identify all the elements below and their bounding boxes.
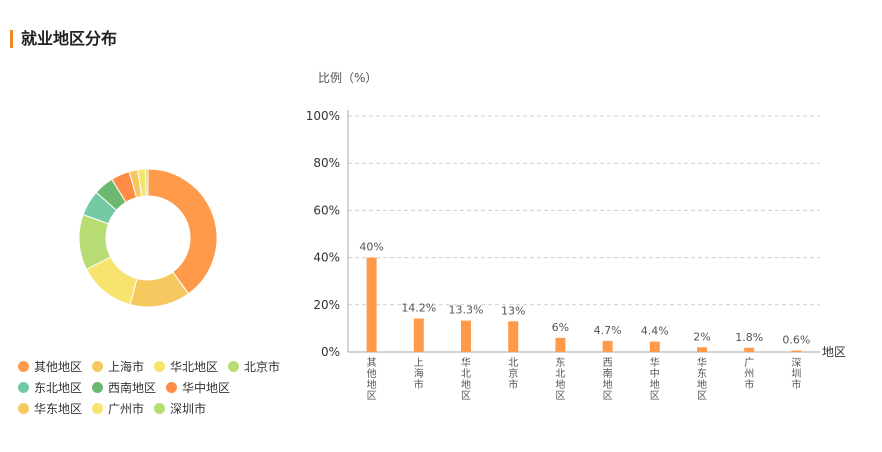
y-tick-label: 40%	[313, 251, 340, 265]
bar[interactable]	[744, 347, 755, 352]
bar[interactable]	[602, 340, 613, 352]
bar-data-label: 40%	[359, 241, 383, 254]
legend-dot-icon	[154, 403, 166, 414]
legend-item[interactable]: 广州市	[92, 400, 144, 417]
legend-item[interactable]: 东北地区	[18, 379, 82, 396]
x-tick-label: 华北地区	[461, 356, 471, 402]
bar-data-label: 6%	[552, 321, 569, 334]
bar[interactable]	[461, 320, 471, 352]
y-tick-label: 60%	[313, 203, 340, 217]
legend-label: 深圳市	[170, 402, 207, 416]
bar-data-label: 14.2%	[401, 301, 436, 314]
donut-slice-9	[144, 168, 149, 197]
bar-chart: 比例（%） 0% 20% 40% 60% 80% 100% 地区 40% 其他地区 14.2% 上海市…	[306, 71, 846, 402]
legend-item[interactable]: 华中地区	[166, 379, 230, 396]
legend-dot-icon	[166, 382, 178, 393]
bar-data-label: 13%	[501, 304, 525, 317]
x-tick-label: 广州市	[744, 357, 754, 391]
legend-label: 上海市	[108, 360, 145, 374]
bar-data-label: 1.8%	[735, 331, 763, 344]
bar[interactable]	[366, 257, 377, 352]
donut-legend: 其他地区 上海市 华北地区 北京市东北地区 西南地区 华中地区华东地区 广州市 深圳市	[18, 356, 290, 419]
y-tick-label: 100%	[306, 109, 340, 123]
bar[interactable]	[649, 341, 660, 352]
y-tick-label: 20%	[313, 298, 340, 312]
legend-label: 西南地区	[108, 381, 157, 395]
legend-label: 华中地区	[182, 381, 231, 395]
x-tick-label: 华东地区	[697, 356, 707, 402]
legend-label: 广州市	[108, 402, 145, 416]
bar-data-label: 4.7%	[594, 324, 622, 337]
y-tick-label: 0%	[321, 345, 340, 359]
legend-label: 华北地区	[170, 360, 219, 374]
x-tick-label: 北京市	[508, 357, 518, 391]
x-tick-label: 西南地区	[603, 358, 613, 402]
donut-slice-0	[147, 168, 218, 295]
bar-data-label: 2%	[693, 330, 710, 343]
y-tick-label: 80%	[313, 156, 340, 170]
x-tick-label: 上海市	[414, 357, 424, 391]
legend-dot-icon	[92, 403, 104, 414]
legend-dot-icon	[228, 361, 240, 372]
legend-label: 东北地区	[34, 381, 83, 395]
bar-data-label: 4.4%	[641, 325, 669, 338]
legend-dot-icon	[92, 382, 104, 393]
bar-data-label: 0.6%	[782, 334, 810, 347]
legend-item[interactable]: 华东地区	[18, 400, 82, 417]
legend-row: 东北地区 西南地区 华中地区	[18, 377, 290, 398]
legend-dot-icon	[18, 382, 29, 393]
bar[interactable]	[555, 337, 566, 352]
legend-item[interactable]: 上海市	[92, 358, 144, 375]
legend-item[interactable]: 其他地区	[18, 358, 82, 375]
y-axis-label: 比例（%）	[318, 71, 377, 85]
x-axis-label: 地区	[822, 345, 846, 359]
bar[interactable]	[508, 321, 519, 352]
legend-dot-icon	[18, 361, 29, 372]
legend-row: 其他地区 上海市 华北地区 北京市	[18, 356, 290, 377]
x-tick-label: 华中地区	[650, 356, 660, 402]
legend-label: 北京市	[244, 360, 281, 374]
legend-dot-icon	[92, 361, 104, 372]
legend-dot-icon	[154, 361, 166, 372]
legend-item[interactable]: 华北地区	[154, 358, 218, 375]
x-tick-label: 其他地区	[367, 357, 377, 402]
x-tick-label: 深圳市	[791, 357, 801, 391]
legend-item[interactable]: 北京市	[228, 358, 280, 375]
bar[interactable]	[413, 318, 424, 352]
legend-label: 华东地区	[34, 402, 83, 416]
bar-data-label: 13.3%	[449, 304, 484, 317]
legend-item[interactable]: 深圳市	[154, 400, 206, 417]
bar[interactable]	[791, 350, 802, 352]
legend-item[interactable]: 西南地区	[92, 379, 156, 396]
donut-chart	[78, 168, 218, 308]
section-title: 就业地区分布	[10, 30, 117, 48]
legend-dot-icon	[18, 403, 29, 414]
x-tick-label: 东北地区	[555, 356, 565, 402]
legend-label: 其他地区	[34, 360, 83, 374]
bar[interactable]	[697, 347, 707, 352]
legend-row: 华东地区 广州市 深圳市	[18, 398, 290, 419]
